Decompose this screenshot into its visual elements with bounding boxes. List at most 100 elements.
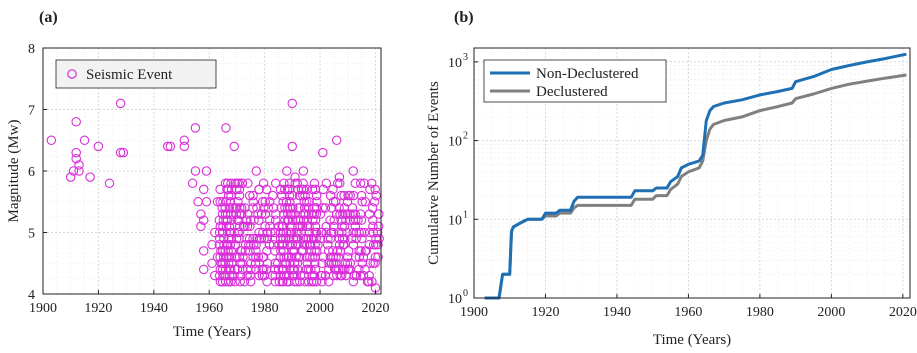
scatter-point — [198, 246, 209, 256]
scatter-point — [289, 276, 300, 287]
series-line-non-declustered — [484, 52, 907, 300]
scatter-point — [283, 209, 293, 219]
scatter-point — [339, 221, 350, 232]
scatter-point — [190, 123, 201, 133]
scatter-point — [370, 252, 381, 262]
scatter-point — [368, 227, 379, 238]
scatter-point — [215, 221, 226, 232]
scatter-point — [335, 178, 345, 189]
scatter-point — [339, 233, 350, 244]
scatter-point — [230, 276, 240, 287]
panel-label-b: (b) — [454, 9, 474, 26]
scatter-point — [115, 98, 126, 109]
x-axis-label-b: Time (Years) — [653, 332, 731, 348]
scatter-point — [252, 233, 262, 244]
chart-a: (a) 1900 1920 1940 1960 1980 2000 2020 4 5 6 7 8 Ti… — [6, 9, 389, 340]
scatter-point — [282, 203, 293, 213]
scatter-point — [196, 221, 206, 232]
scatter-point — [279, 252, 289, 262]
scatter-point — [214, 270, 225, 281]
scatter-point — [165, 141, 176, 152]
scatter-point — [260, 221, 270, 232]
scatter-point — [311, 276, 322, 287]
scatter-point — [292, 258, 303, 269]
scatter-point — [328, 246, 338, 256]
scatter-point — [179, 141, 190, 152]
scatter-point — [312, 197, 322, 207]
scatter-point — [93, 141, 104, 152]
scatter-point — [223, 246, 233, 256]
scatter-point — [231, 184, 242, 195]
y-tick-label: 10 — [448, 292, 462, 307]
scatter-point — [304, 203, 314, 213]
scatter-point — [243, 178, 253, 189]
y-axis-label-a: Magnitude (Mw) — [6, 120, 22, 223]
scatter-point — [284, 190, 295, 201]
scatter-point — [311, 190, 322, 201]
scatter-point — [287, 98, 298, 109]
scatter-point — [224, 221, 235, 232]
scatter-point — [310, 240, 320, 250]
scatter-point — [305, 252, 315, 262]
scatter-point — [215, 252, 225, 262]
scatter-point — [245, 276, 256, 287]
series-line-declustered — [484, 73, 907, 300]
scatter-point — [74, 166, 84, 176]
scatter-point — [359, 178, 369, 189]
scatter-point — [261, 184, 272, 195]
scatter-point — [334, 172, 345, 182]
scatter-point — [236, 203, 247, 213]
scatter-point — [357, 233, 367, 244]
scatter-point — [345, 264, 355, 275]
ticks-a: 1900 1920 1940 1960 1980 2000 2020 4 5 6 7 8 — [28, 42, 389, 316]
scatter-point — [334, 240, 345, 250]
scatter-point — [296, 227, 307, 238]
legend-label-non-declustered: Non-Declustered — [536, 66, 639, 82]
scatter-point — [251, 166, 262, 176]
y-tick-label: 10 — [448, 56, 462, 71]
y-tick-label: 6 — [28, 165, 35, 180]
scatter-point — [369, 197, 380, 207]
scatter-point — [280, 215, 290, 225]
scatter-point — [226, 276, 236, 287]
scatter-point — [273, 264, 284, 275]
scatter-point — [320, 203, 331, 213]
scatter-point — [232, 264, 243, 275]
scatter-point — [337, 227, 347, 238]
scatter-point — [332, 246, 343, 256]
scatter-point — [348, 190, 359, 201]
scatter-point — [371, 190, 381, 201]
scatter-point — [210, 270, 220, 281]
scatter-point — [263, 203, 274, 213]
x-tick-label: 1980 — [251, 301, 279, 316]
scatter-point — [237, 178, 247, 189]
scatter-point — [223, 258, 234, 269]
scatter-point — [274, 276, 285, 287]
scatter-point — [315, 209, 326, 219]
scatter-point — [304, 227, 314, 238]
scatter-point — [242, 209, 253, 219]
scatter-point — [282, 166, 292, 176]
scatter-point — [254, 184, 264, 195]
y-axis-label-b: Cumulative Number of Events — [426, 81, 442, 265]
scatter-point — [336, 270, 347, 281]
scatter-point — [207, 240, 217, 250]
scatter-point — [365, 184, 375, 195]
scatter-point — [235, 276, 245, 287]
scatter-point — [246, 264, 256, 275]
scatter-point — [258, 178, 269, 189]
scatter-point — [179, 135, 190, 146]
scatter-point — [275, 227, 286, 238]
scatter-point — [342, 209, 353, 219]
scatter-point — [342, 258, 353, 269]
scatter-point — [351, 233, 361, 244]
scatter-point — [328, 252, 338, 262]
y-tick-exponent: 0 — [463, 288, 468, 299]
y-tick-label: 5 — [28, 227, 35, 242]
scatter-point — [248, 190, 258, 201]
scatter-point — [328, 184, 338, 195]
scatter-point — [79, 135, 90, 146]
scatter-point — [339, 240, 349, 250]
